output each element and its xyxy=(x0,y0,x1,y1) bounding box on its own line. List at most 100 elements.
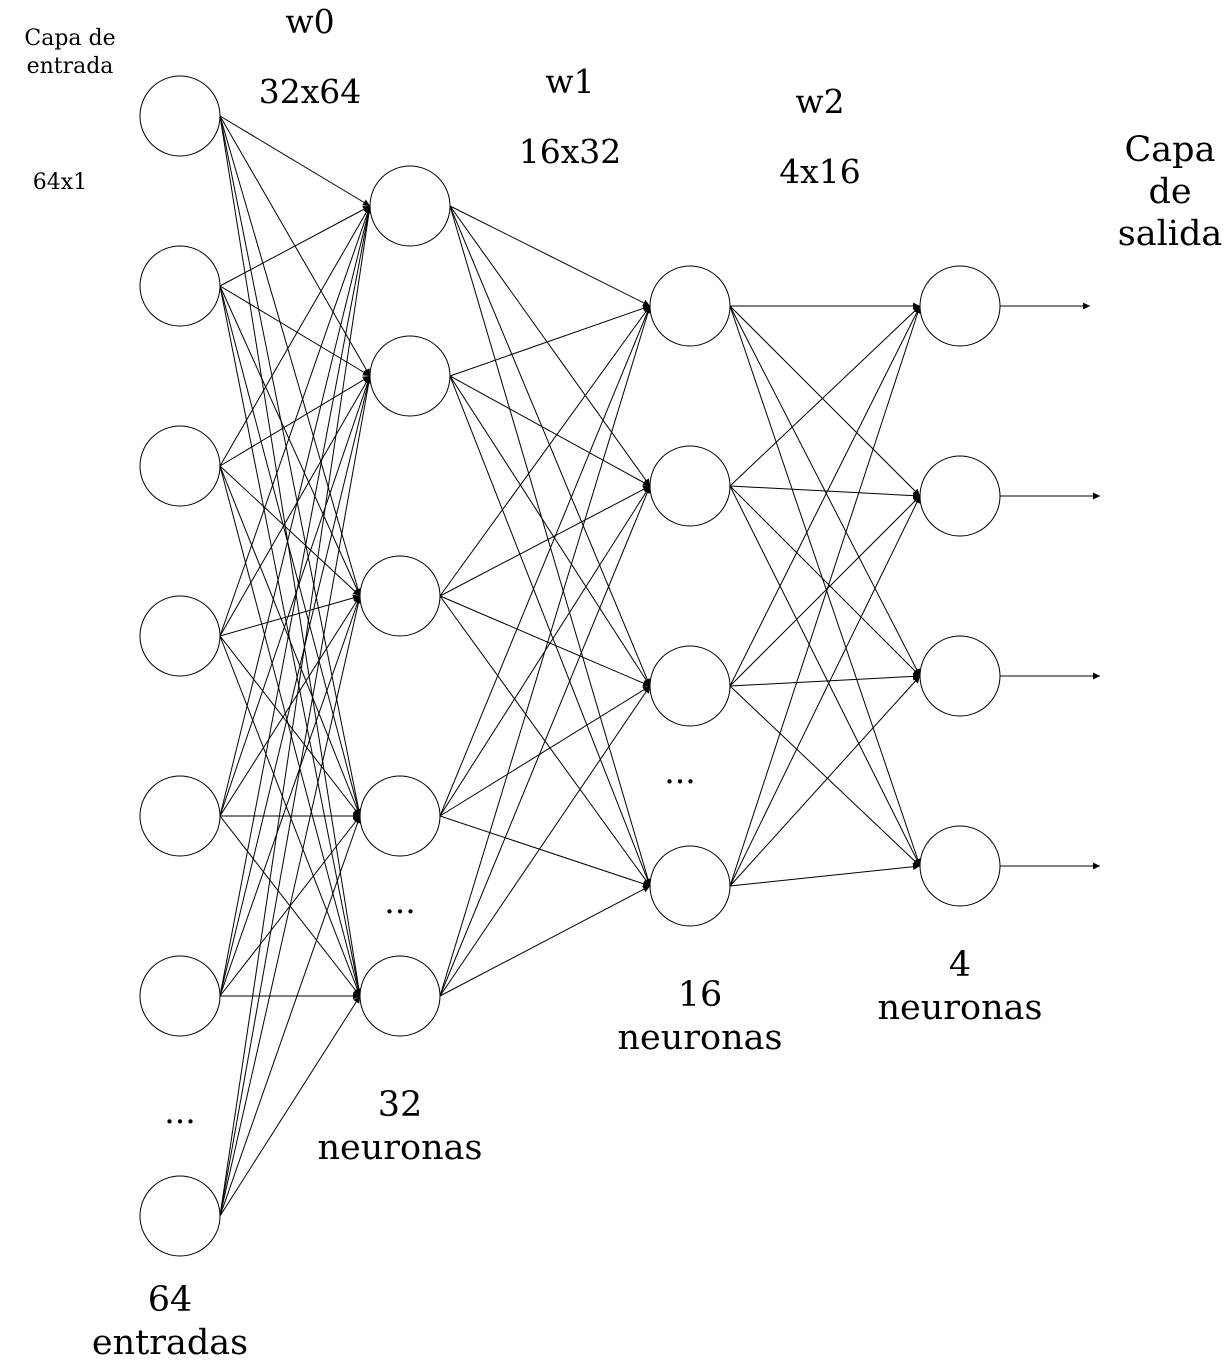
connection-l1-4-to-l2-3 xyxy=(439,885,651,997)
connections xyxy=(219,115,922,1217)
neuron-l3-3 xyxy=(919,825,1001,907)
w2-label: w2 xyxy=(795,82,844,121)
output-layer-label-line3: salida xyxy=(1118,214,1223,254)
layer0-count-text: entradas xyxy=(92,1323,248,1363)
connection-l2-2-to-l3-1 xyxy=(729,495,921,687)
connection-l0-2-to-l1-4 xyxy=(219,465,362,997)
connection-l0-5-to-l1-0 xyxy=(219,205,373,997)
connection-l1-1-to-l2-0 xyxy=(449,305,651,377)
connection-l1-0-to-l2-2 xyxy=(449,205,651,687)
layer0-count-number: 64 xyxy=(148,1280,193,1320)
connection-l2-3-to-l3-1 xyxy=(729,495,921,887)
connection-l0-3-to-l1-2 xyxy=(219,594,361,637)
w1-label: w1 xyxy=(545,62,594,101)
connection-l1-4-to-l2-2 xyxy=(439,685,651,997)
connection-l0-5-to-l1-2 xyxy=(219,595,361,997)
connection-l0-4-to-l1-0 xyxy=(219,205,372,817)
layer1-count-text: neuronas xyxy=(318,1128,483,1168)
connection-l0-0-to-l1-2 xyxy=(219,115,362,597)
connection-l1-2-to-l2-2 xyxy=(439,595,651,687)
connection-l1-0-to-l2-3 xyxy=(449,205,652,887)
neuron-l0-0 xyxy=(139,75,221,157)
w0-label: w0 xyxy=(285,2,334,41)
output-arrows xyxy=(1000,302,1100,870)
layer3-count-number: 4 xyxy=(949,945,971,985)
connection-l1-3-to-l2-0 xyxy=(439,305,651,817)
connection-l1-3-to-l2-3 xyxy=(439,815,651,888)
connection-l1-4-to-l2-1 xyxy=(439,485,651,997)
layer1-ellipsis: ... xyxy=(384,882,415,921)
connection-l0-6-to-l1-4 xyxy=(219,995,361,1217)
neuron-l3-2 xyxy=(919,635,1001,717)
neuron-l2-2 xyxy=(649,645,731,727)
neuron-l3-1 xyxy=(919,455,1001,537)
connection-l2-0-to-l3-1 xyxy=(729,305,921,497)
neuron-l2-0 xyxy=(649,265,731,347)
neuron-l2-1 xyxy=(649,445,731,527)
connection-l0-3-to-l1-0 xyxy=(219,205,371,637)
input-layer-label-line1: Capa de xyxy=(24,26,115,51)
connection-l2-1-to-l3-2 xyxy=(729,485,921,677)
connection-l1-1-to-l2-2 xyxy=(449,375,651,687)
connection-l0-1-to-l1-3 xyxy=(219,285,362,817)
neuron-l0-3 xyxy=(139,595,221,677)
connection-l0-2-to-l1-3 xyxy=(219,465,361,817)
w0-shape-label: 32x64 xyxy=(259,72,362,111)
neuron-l1-2 xyxy=(359,555,441,637)
neurons xyxy=(139,75,1001,1257)
connection-l0-6-to-l1-1 xyxy=(219,375,373,1217)
neuron-l3-0 xyxy=(919,265,1001,347)
input-layer-label-line2: entrada xyxy=(27,54,114,79)
connection-l1-3-to-l2-2 xyxy=(439,685,651,817)
layer0-ellipsis: ... xyxy=(164,1092,195,1131)
connection-l0-1-to-l1-1 xyxy=(219,285,371,377)
connection-l2-2-to-l3-0 xyxy=(729,305,921,687)
connection-l2-3-to-l3-0 xyxy=(729,305,922,887)
neuron-l1-3 xyxy=(359,775,441,857)
neuron-l1-4 xyxy=(359,955,441,1037)
connection-l2-2-to-l3-3 xyxy=(729,685,921,867)
neuron-l0-6 xyxy=(139,1175,221,1257)
neuron-l2-3 xyxy=(649,845,731,927)
layer2-count-text: neuronas xyxy=(618,1018,783,1058)
connection-l1-2-to-l2-0 xyxy=(439,305,651,597)
connection-l2-3-to-l3-2 xyxy=(729,675,921,887)
connection-l0-3-to-l1-1 xyxy=(219,375,371,637)
neuron-l1-0 xyxy=(369,165,451,247)
connection-l2-1-to-l3-0 xyxy=(729,305,921,487)
connection-l0-6-to-l1-2 xyxy=(219,595,362,1217)
layer2-ellipsis: ... xyxy=(664,752,695,791)
input-shape-label: 64x1 xyxy=(33,170,87,195)
connection-l2-1-to-l3-3 xyxy=(729,485,921,867)
w1-shape-label: 16x32 xyxy=(519,132,622,171)
output-layer-label-line2: de xyxy=(1148,172,1191,212)
connection-l2-2-to-l3-2 xyxy=(729,672,921,687)
connection-l2-3-to-l3-3 xyxy=(729,863,921,887)
connection-l1-0-to-l2-1 xyxy=(449,205,651,487)
connection-l0-0-to-l1-4 xyxy=(219,115,363,997)
connection-l0-6-to-l1-3 xyxy=(219,815,361,1217)
connection-l0-6-to-l1-0 xyxy=(219,205,373,1217)
connection-l1-2-to-l2-1 xyxy=(439,485,651,597)
neuron-l0-2 xyxy=(139,425,221,507)
layer1-count-number: 32 xyxy=(378,1085,423,1125)
connection-l1-1-to-l2-3 xyxy=(449,375,651,887)
connection-l0-3-to-l1-3 xyxy=(219,635,361,817)
connection-l1-4-to-l2-0 xyxy=(439,305,652,997)
connection-l2-0-to-l3-3 xyxy=(729,305,922,867)
connection-l1-1-to-l2-1 xyxy=(449,375,651,487)
connection-l1-0-to-l2-0 xyxy=(449,205,651,307)
output-layer-label-line1: Capa xyxy=(1125,130,1216,170)
neuron-l0-5 xyxy=(139,955,221,1037)
neuron-l0-1 xyxy=(139,245,221,327)
neuron-l1-1 xyxy=(369,335,451,417)
layer3-count-text: neuronas xyxy=(878,988,1043,1028)
w2-shape-label: 4x16 xyxy=(779,152,861,191)
connection-l2-1-to-l3-1 xyxy=(729,485,921,500)
connection-l0-0-to-l1-0 xyxy=(219,115,371,207)
connection-l0-4-to-l1-1 xyxy=(219,375,372,817)
layer2-count-number: 16 xyxy=(678,975,723,1015)
neuron-l0-4 xyxy=(139,775,221,857)
connection-l0-5-to-l1-1 xyxy=(219,375,372,997)
